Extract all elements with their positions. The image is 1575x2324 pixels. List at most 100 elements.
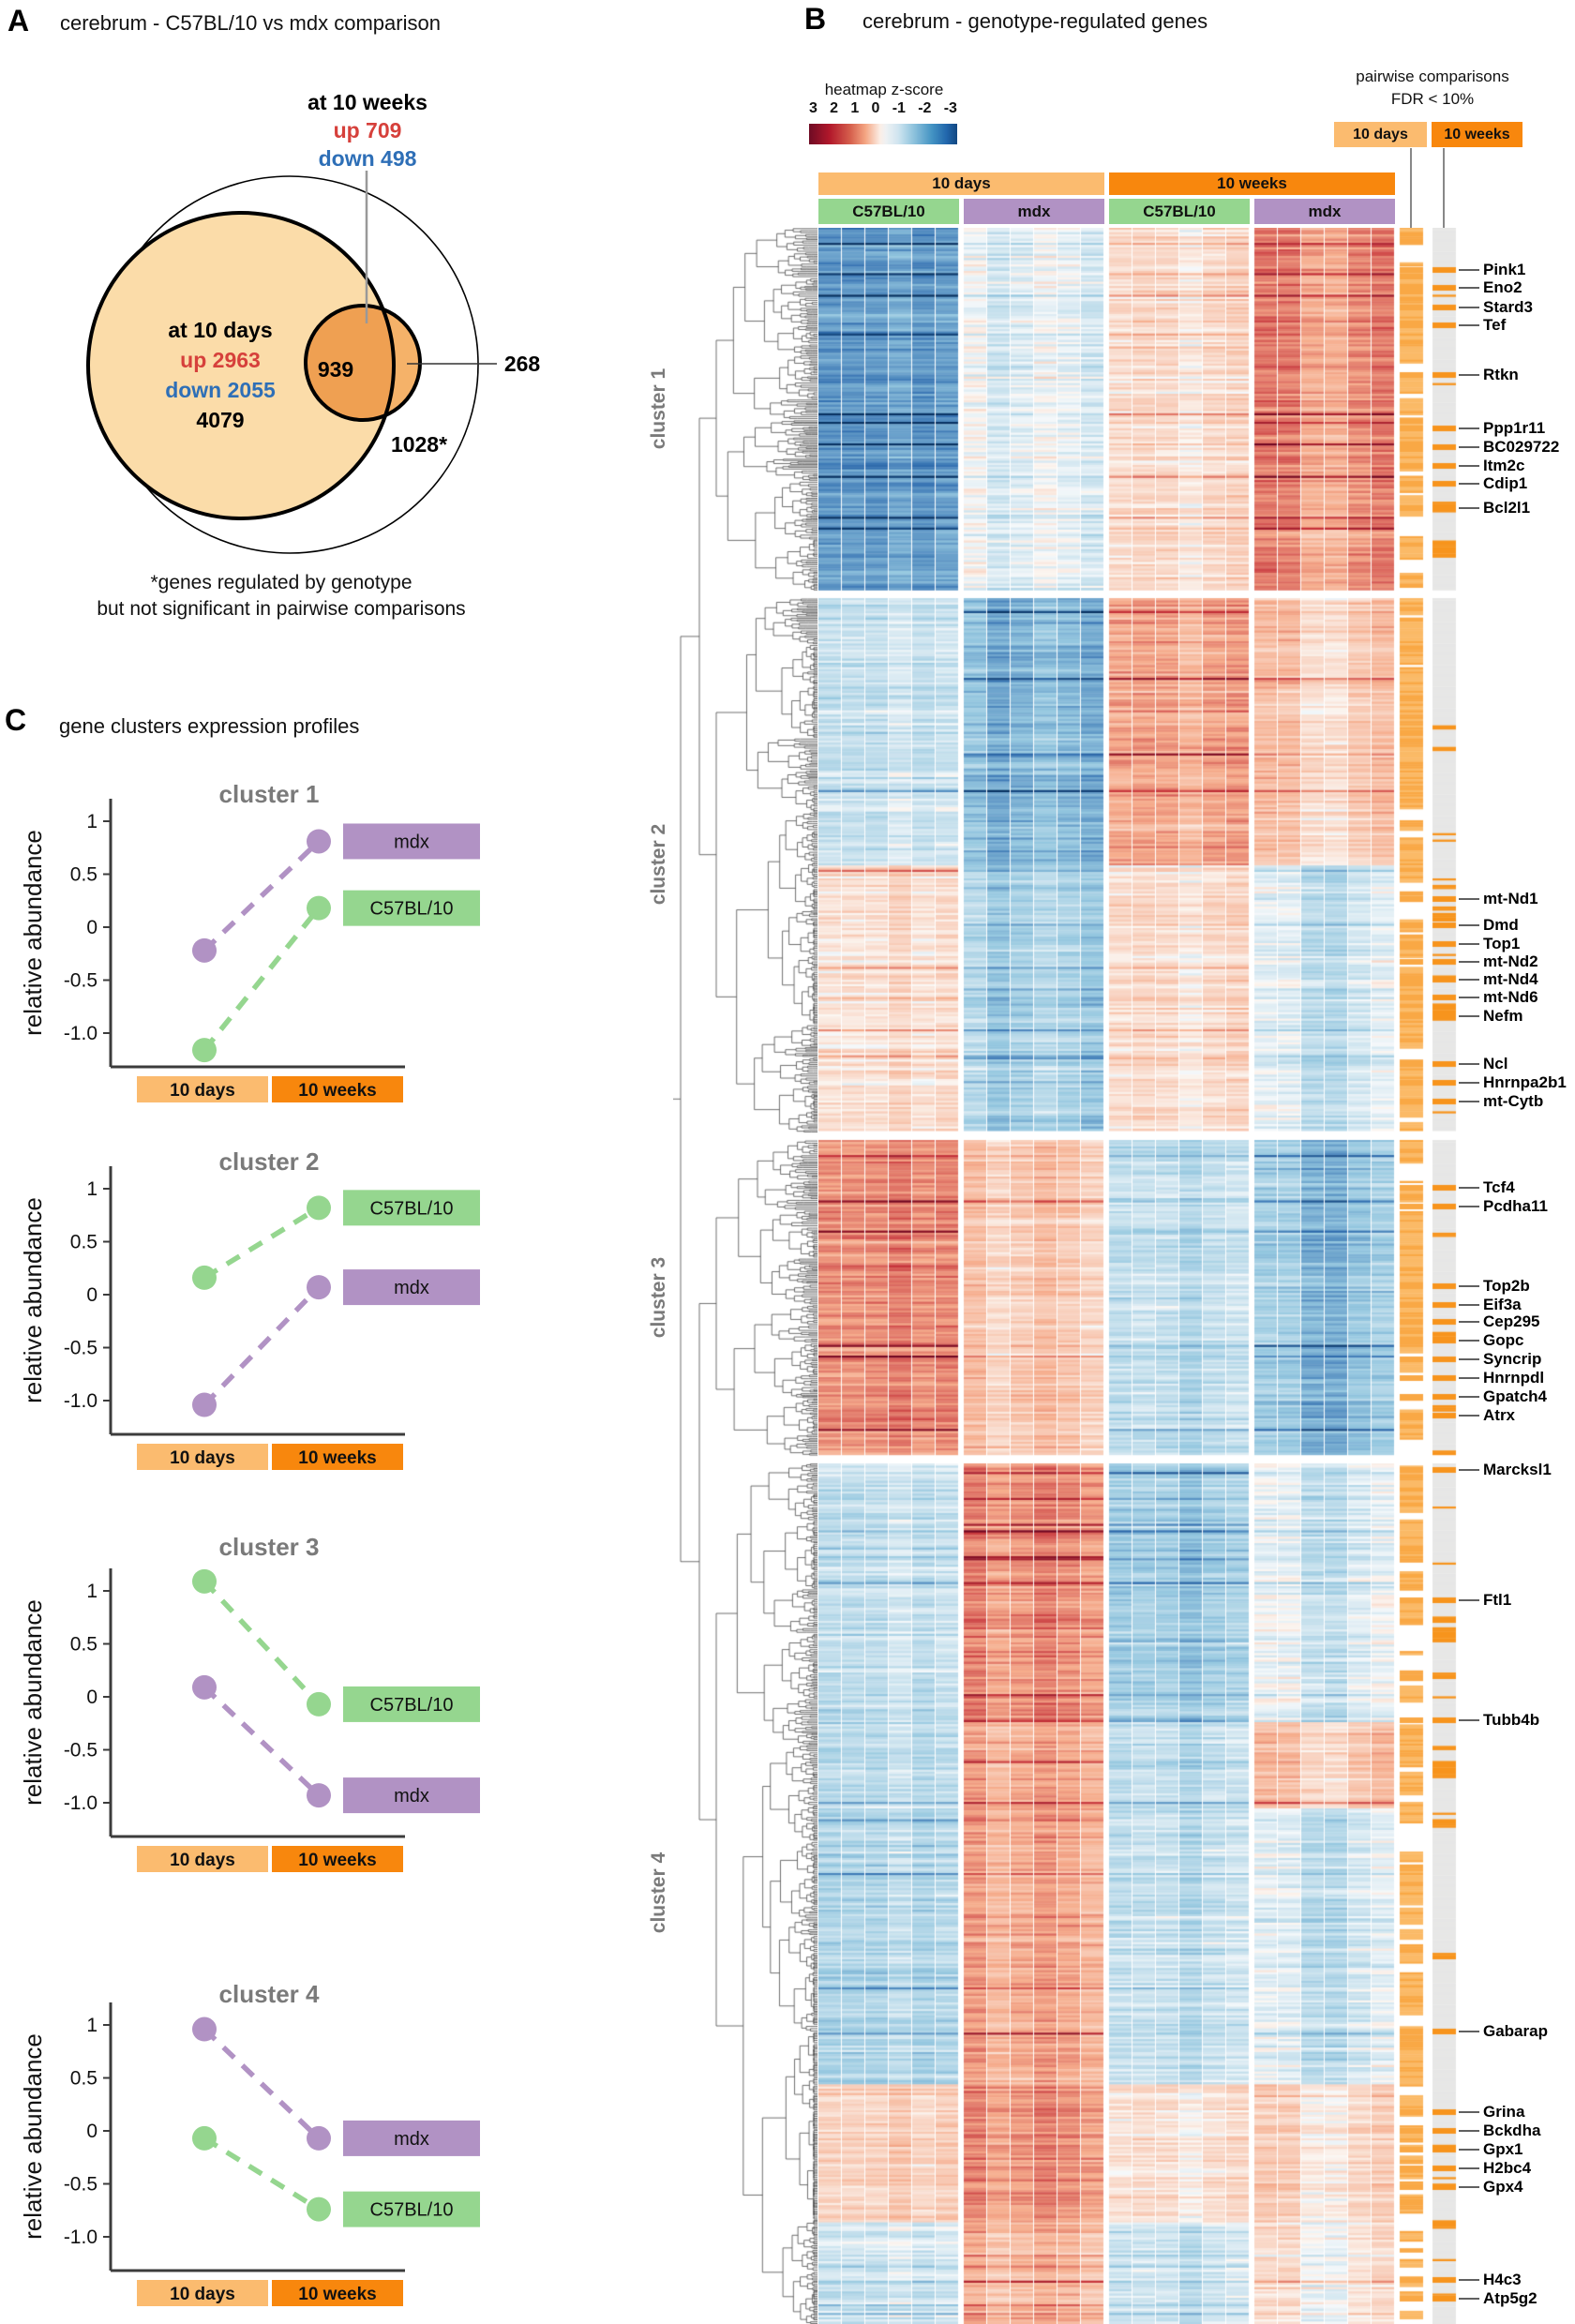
x-badge-10-days xyxy=(137,1076,268,1102)
series-badge-label: mdx xyxy=(394,832,429,852)
y-tick-label: 0 xyxy=(86,2121,98,2142)
gene-label-Ppp1r11: Ppp1r11 xyxy=(1483,419,1546,437)
gene-label-Dmd: Dmd xyxy=(1483,916,1519,934)
cluster-plot-2: cluster 2 1 0.5 0 -0.5 -1.0 relative abundance… xyxy=(19,1147,480,1470)
timepoint-10weeks-bar: 10 weeks xyxy=(1109,172,1395,195)
x-badge-10-weeks xyxy=(272,1444,403,1470)
gene-label-Tef: Tef xyxy=(1483,316,1507,334)
y-tick-label: 1 xyxy=(86,2015,98,2036)
zscore-tick: 0 xyxy=(871,100,880,116)
series-badge-label: C57BL/10 xyxy=(370,899,454,920)
venn-footnote-line2: but not significant in pairwise comparis… xyxy=(97,598,466,621)
gene-label-Gpatch4: Gpatch4 xyxy=(1483,1387,1548,1405)
point-C57BL/10-10weeks xyxy=(307,1195,331,1221)
plot-title: cluster 4 xyxy=(219,1980,320,2008)
cluster-plot-4: cluster 4 1 0.5 0 -0.5 -1.0 relative abundance… xyxy=(19,1980,480,2306)
x-badge-10-weeks xyxy=(272,1846,403,1872)
gene-label-Top2b: Top2b xyxy=(1483,1277,1530,1295)
cluster-plot-3: cluster 3 1 0.5 0 -0.5 -1.0 relative abundance… xyxy=(19,1533,480,1872)
x-badge-label: 10 weeks xyxy=(298,2285,376,2304)
gene-label-Gpx1: Gpx1 xyxy=(1483,2140,1523,2158)
gene-label-Nefm: Nefm xyxy=(1483,1007,1523,1025)
point-mdx-10weeks xyxy=(307,1783,331,1808)
y-tick-label: -0.5 xyxy=(64,2174,98,2196)
x-badge-10-days xyxy=(137,1846,268,1872)
panel-c-letter: C xyxy=(5,703,27,737)
zscore-tick: 2 xyxy=(830,100,839,116)
series-line-mdx xyxy=(202,2027,321,2140)
venn-genotype-only-count: 1028* xyxy=(391,432,447,457)
point-mdx-10days xyxy=(192,937,217,963)
gene-label-mt-Nd1: mt-Nd1 xyxy=(1483,890,1538,907)
gene-label-Cdip1: Cdip1 xyxy=(1483,474,1528,492)
venn-10weeks-title: at 10 weeks xyxy=(308,90,428,114)
dendrogram-canvas xyxy=(673,228,818,2324)
cluster-label-cluster-2: cluster 2 xyxy=(648,823,669,906)
point-C57BL/10-10days xyxy=(192,1038,217,1063)
series-badge-mdx xyxy=(343,1777,480,1814)
gene-label-Atp5g2: Atp5g2 xyxy=(1483,2289,1538,2307)
gene-label-Stard3: Stard3 xyxy=(1483,298,1533,316)
gene-label-H4c3: H4c3 xyxy=(1483,2271,1522,2288)
point-C57BL/10-10weeks xyxy=(307,2197,331,2222)
cluster-label-cluster-3: cluster 3 xyxy=(648,1256,669,1338)
zscore-tick: 3 xyxy=(809,100,818,116)
point-C57BL/10-10weeks xyxy=(307,895,331,921)
panel-b-letter: B xyxy=(804,2,827,36)
zscore-legend-ticks: 3 2 1 0 -1 -2 -3 xyxy=(809,100,957,117)
y-tick-label: 0.5 xyxy=(70,1232,98,1253)
x-badge-label: 10 days xyxy=(170,1851,235,1870)
venn-10days-only-count: 4079 xyxy=(196,408,244,432)
gene-label-Cep295: Cep295 xyxy=(1483,1312,1540,1330)
zscore-tick: -3 xyxy=(943,100,957,116)
point-mdx-10days xyxy=(192,1392,217,1417)
series-badge-label: C57BL/10 xyxy=(370,1695,454,1716)
gene-label-mt-Nd4: mt-Nd4 xyxy=(1483,970,1538,988)
point-mdx-10days xyxy=(192,1674,217,1700)
x-badge-10-weeks xyxy=(272,2280,403,2306)
plot-title: cluster 3 xyxy=(219,1533,320,1561)
y-tick-label: -1.0 xyxy=(64,1023,98,1044)
gene-label-Pink1: Pink1 xyxy=(1483,261,1526,278)
venn-10days-title: at 10 days xyxy=(168,318,272,342)
gene-label-Ncl: Ncl xyxy=(1483,1055,1508,1072)
series-line-mdx xyxy=(202,839,321,952)
series-badge-label: C57BL/10 xyxy=(370,2200,454,2221)
venn-10weeks-up: up 709 xyxy=(334,118,402,142)
x-badge-10-days xyxy=(137,2280,268,2306)
gene-label-Atrx: Atrx xyxy=(1483,1406,1516,1424)
series-badge-C57BL/10 xyxy=(343,1190,480,1226)
strain-bar-mdx-10days: mdx xyxy=(964,199,1104,224)
series-line-C57BL/10 xyxy=(202,1579,322,1706)
series-badge-mdx xyxy=(343,1269,480,1306)
zscore-tick: 1 xyxy=(850,100,860,116)
gene-label-Tcf4: Tcf4 xyxy=(1483,1178,1515,1196)
pairwise-10weeks-badge: 10 weeks xyxy=(1432,122,1522,147)
gene-label-Bcl2l1: Bcl2l1 xyxy=(1483,499,1531,517)
series-line-C57BL/10 xyxy=(202,1205,321,1281)
strain-bar-mdx-10weeks: mdx xyxy=(1254,199,1395,224)
venn-10weeks-outline xyxy=(304,304,422,422)
y-tick-label: 0 xyxy=(86,1284,98,1306)
y-tick-label: -1.0 xyxy=(64,1792,98,1814)
venn-10days-down: down 2055 xyxy=(165,378,276,402)
zscore-legend-title: heatmap z-score xyxy=(824,81,944,98)
gene-label-Rtkn: Rtkn xyxy=(1483,366,1519,383)
gene-label-Hnrnpdl: Hnrnpdl xyxy=(1483,1369,1545,1387)
x-badge-label: 10 weeks xyxy=(298,1851,376,1870)
y-tick-label: 1 xyxy=(86,811,98,832)
venn-diagram: at 10 weeks up 709 down 498 at 10 days u… xyxy=(86,90,540,554)
cluster-label-cluster-1: cluster 1 xyxy=(648,367,669,449)
panel-a-letter: A xyxy=(8,4,30,37)
panel-a-title: cerebrum - C57BL/10 vs mdx comparison xyxy=(60,11,441,35)
gene-label-Tubb4b: Tubb4b xyxy=(1483,1711,1540,1729)
gene-label-mt-Nd6: mt-Nd6 xyxy=(1483,988,1538,1006)
series-badge-label: mdx xyxy=(394,1786,429,1807)
point-mdx-10days xyxy=(192,2017,217,2042)
pairwise-title-line1: pairwise comparisons xyxy=(1356,67,1509,85)
venn-10days-outline xyxy=(86,211,396,520)
gene-label-BC029722: BC029722 xyxy=(1483,438,1560,456)
y-axis-label: relative abundance xyxy=(19,2033,47,2240)
y-axis-label: relative abundance xyxy=(19,830,47,1036)
